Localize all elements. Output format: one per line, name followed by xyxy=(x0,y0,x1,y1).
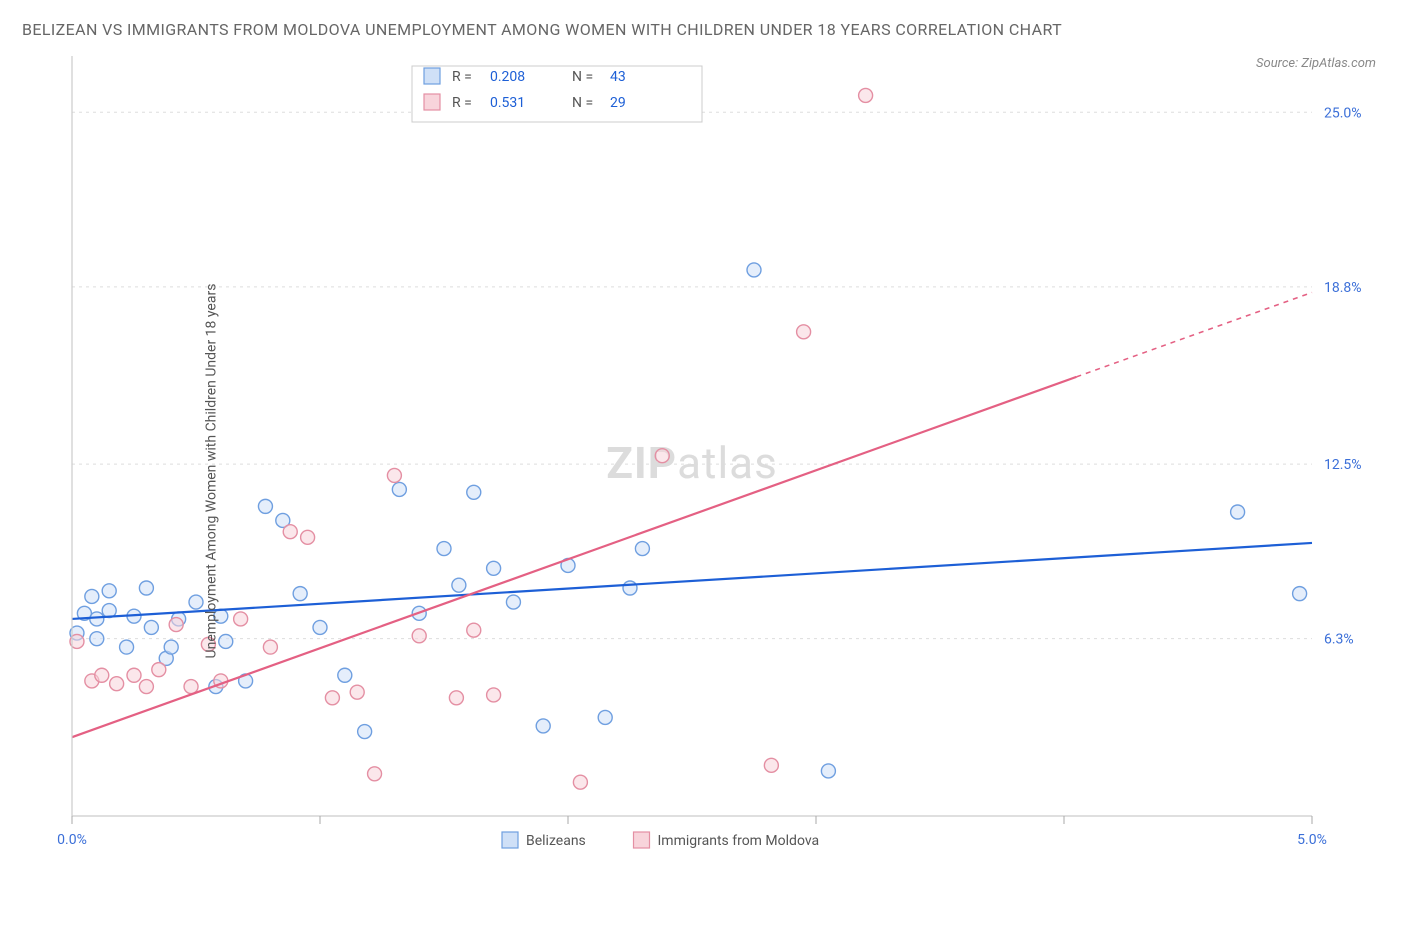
legend-swatch xyxy=(424,94,440,110)
series-legend: Belizeans Immigrants from Moldova xyxy=(502,832,819,849)
data-point xyxy=(234,612,248,626)
data-point xyxy=(449,691,463,705)
data-point xyxy=(189,595,203,609)
data-point xyxy=(764,759,778,773)
data-point xyxy=(90,612,104,626)
data-point xyxy=(139,680,153,694)
legend-swatch xyxy=(424,68,440,84)
data-point xyxy=(152,663,166,677)
data-point xyxy=(859,89,873,103)
data-point xyxy=(487,561,501,575)
y-tick-label: 12.5% xyxy=(1324,457,1362,473)
data-point xyxy=(467,485,481,499)
y-tick-label: 6.3% xyxy=(1324,632,1354,648)
data-point xyxy=(487,688,501,702)
legend-label: Belizeans xyxy=(526,833,586,849)
data-point xyxy=(437,542,451,556)
data-point xyxy=(144,621,158,635)
data-point xyxy=(283,525,297,539)
x-tick-label: 5.0% xyxy=(1297,832,1327,848)
data-point xyxy=(120,640,134,654)
legend-label: Immigrants from Moldova xyxy=(658,833,820,849)
data-point xyxy=(412,629,426,643)
svg-text:N =: N = xyxy=(572,69,593,85)
data-point xyxy=(598,711,612,725)
regression-line xyxy=(72,543,1312,619)
data-point xyxy=(506,595,520,609)
data-point xyxy=(102,584,116,598)
svg-text:R =: R = xyxy=(452,95,472,111)
data-point xyxy=(164,640,178,654)
data-point xyxy=(358,725,372,739)
data-point xyxy=(747,263,761,277)
chart-title: BELIZEAN VS IMMIGRANTS FROM MOLDOVA UNEM… xyxy=(22,18,1142,41)
data-point xyxy=(821,764,835,778)
watermark: ZIPatlas xyxy=(606,437,778,489)
data-point xyxy=(95,668,109,682)
data-point xyxy=(655,449,669,463)
data-point xyxy=(387,469,401,483)
regression-line xyxy=(72,377,1076,737)
y-axis-label: Unemployment Among Women with Children U… xyxy=(203,284,219,659)
data-point xyxy=(219,635,233,649)
chart-container: Unemployment Among Women with Children U… xyxy=(22,51,1384,891)
y-tick-label: 18.8% xyxy=(1324,280,1362,296)
svg-text:0.208: 0.208 xyxy=(490,69,525,85)
data-point xyxy=(85,590,99,604)
data-point xyxy=(139,581,153,595)
data-point xyxy=(110,677,124,691)
scatter-chart: 6.3% 12.5% 18.8% 25.0% ZIPatlas 0.0% 5.0% R = 0.… xyxy=(22,51,1382,891)
data-point xyxy=(368,767,382,781)
legend-swatch xyxy=(502,832,518,848)
data-point xyxy=(338,668,352,682)
data-point xyxy=(452,578,466,592)
svg-text:R =: R = xyxy=(452,69,472,85)
data-point xyxy=(1293,587,1307,601)
data-point xyxy=(169,618,183,632)
data-point xyxy=(467,623,481,637)
data-point xyxy=(635,542,649,556)
data-point xyxy=(1231,505,1245,519)
data-point xyxy=(797,325,811,339)
y-tick-label: 25.0% xyxy=(1324,105,1362,121)
data-point xyxy=(127,668,141,682)
data-point xyxy=(258,500,272,514)
data-point xyxy=(184,680,198,694)
data-point xyxy=(623,581,637,595)
data-point xyxy=(573,775,587,789)
data-point xyxy=(313,621,327,635)
data-point xyxy=(301,531,315,545)
x-tick-label: 0.0% xyxy=(57,832,87,848)
data-point xyxy=(90,632,104,646)
stats-legend: R = 0.208 N = 43 R = 0.531 N = 29 xyxy=(412,66,702,122)
svg-text:N =: N = xyxy=(572,95,593,111)
regression-line-dashed xyxy=(1076,293,1312,377)
svg-text:29: 29 xyxy=(610,95,626,111)
legend-swatch xyxy=(634,832,650,848)
data-point xyxy=(350,685,364,699)
data-point xyxy=(293,587,307,601)
data-point xyxy=(392,483,406,497)
data-point xyxy=(325,691,339,705)
data-point xyxy=(263,640,277,654)
data-point xyxy=(536,719,550,733)
svg-text:0.531: 0.531 xyxy=(490,95,525,111)
svg-text:43: 43 xyxy=(610,69,626,85)
